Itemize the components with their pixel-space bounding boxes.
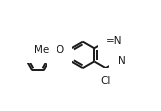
Text: Cl: Cl <box>100 76 110 86</box>
Text: O: O <box>55 55 64 65</box>
Text: O: O <box>55 45 63 55</box>
Text: N: N <box>118 56 125 66</box>
Text: =N: =N <box>106 36 123 46</box>
Text: Me: Me <box>34 45 49 55</box>
